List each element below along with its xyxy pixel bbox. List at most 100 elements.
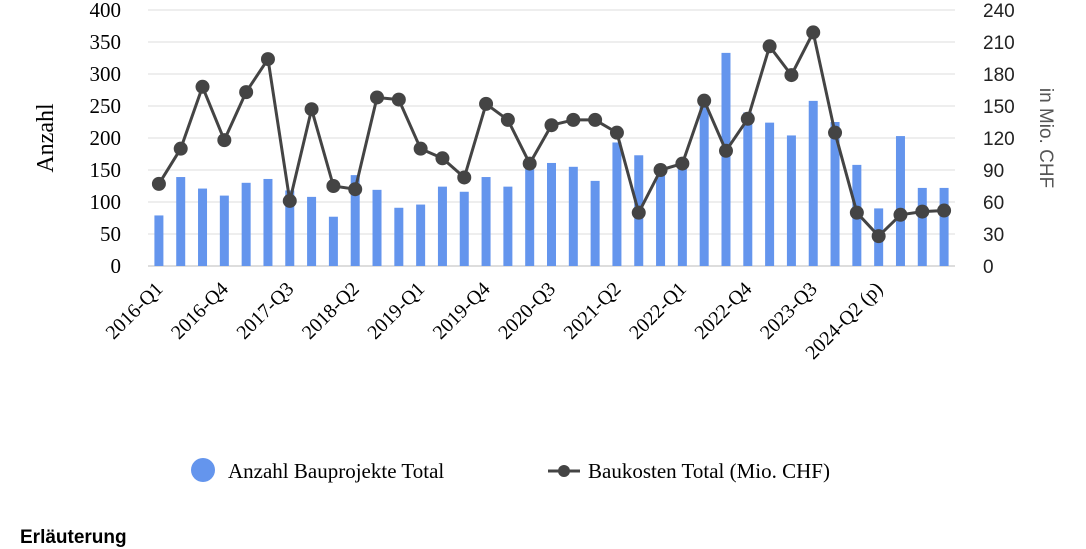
line-point <box>457 170 472 185</box>
line-point <box>631 205 646 220</box>
bar <box>590 180 600 266</box>
bar <box>830 122 840 266</box>
line-point <box>937 203 952 218</box>
line-point <box>675 156 690 171</box>
line-point <box>282 193 297 208</box>
line-point <box>217 133 232 148</box>
legend: Anzahl Bauprojekte Total Baukosten Total… <box>191 458 830 483</box>
bar <box>525 161 535 266</box>
legend-label-bars: Anzahl Bauprojekte Total <box>228 459 444 483</box>
bar <box>372 189 382 266</box>
line-point <box>718 143 733 158</box>
line-point <box>370 90 385 105</box>
y-tick-left: 250 <box>90 94 122 118</box>
legend-label-line: Baukosten Total (Mio. CHF) <box>588 459 830 483</box>
y-tick-right: 60 <box>983 193 1004 214</box>
line-point <box>479 96 494 111</box>
line-point <box>435 151 450 166</box>
line-point <box>871 229 886 244</box>
bar <box>503 186 513 266</box>
line-point <box>828 125 843 140</box>
line-point <box>653 163 668 177</box>
line-point <box>849 205 864 220</box>
bar <box>568 166 578 266</box>
bar <box>437 186 447 266</box>
line-point <box>697 93 712 108</box>
line-point <box>151 176 166 191</box>
line-point <box>239 85 254 100</box>
section-heading: Erläuterung <box>20 527 127 548</box>
x-tick-label: 2017-Q3 <box>232 278 298 344</box>
bar <box>154 215 164 266</box>
y-tick-left: 0 <box>111 254 122 278</box>
x-tick-label: 2019-Q1 <box>363 278 429 344</box>
bar <box>612 142 622 266</box>
left-axis-ticks: 0 50 100 150 200 250 300 350 400 <box>90 0 122 278</box>
bar <box>219 195 229 266</box>
line-point <box>260 52 275 67</box>
line-series <box>151 25 952 244</box>
bar <box>416 204 426 266</box>
y-tick-right: 210 <box>983 33 1015 54</box>
legend-marker-line-dot <box>558 465 570 477</box>
bar <box>481 177 491 266</box>
y-tick-left: 300 <box>90 62 122 86</box>
line-point <box>413 141 428 156</box>
y-tick-left: 350 <box>90 30 122 54</box>
y-tick-left: 200 <box>90 126 122 150</box>
line-point <box>522 156 537 171</box>
line-point <box>588 112 603 127</box>
bar <box>263 178 273 266</box>
right-axis-ticks: 0 30 60 90 120 150 180 210 240 <box>983 1 1015 278</box>
bar <box>394 207 404 266</box>
x-tick-label: 2022-Q1 <box>625 278 691 344</box>
x-tick-label: 2016-Q1 <box>102 278 168 344</box>
line-point <box>609 125 624 140</box>
y-tick-right: 0 <box>983 257 994 278</box>
bar <box>786 135 796 266</box>
line-point <box>391 92 406 107</box>
bar <box>765 122 775 266</box>
x-tick-label: 2022-Q4 <box>690 278 756 344</box>
bar <box>721 52 731 266</box>
y-tick-right: 150 <box>983 97 1015 118</box>
x-tick-label: 2023-Q3 <box>756 278 822 344</box>
line-point <box>566 112 581 127</box>
line-point <box>762 39 777 54</box>
y-tick-left: 50 <box>100 222 121 246</box>
x-tick-label: 2018-Q2 <box>298 278 364 344</box>
x-tick-label: 2020-Q3 <box>494 278 560 344</box>
line-point <box>544 118 559 133</box>
bar <box>656 168 666 266</box>
bar <box>176 177 186 266</box>
x-tick-label: 2016-Q4 <box>167 278 233 344</box>
line-point <box>348 182 363 197</box>
bar <box>241 182 251 266</box>
bar <box>939 187 949 266</box>
bar <box>808 100 818 266</box>
line-point <box>784 68 799 83</box>
bar <box>547 162 556 266</box>
y-axis-label-left: Anzahl <box>33 103 59 173</box>
y-tick-right: 180 <box>983 65 1015 86</box>
y-tick-left: 400 <box>90 0 122 22</box>
y-tick-left: 100 <box>90 190 122 214</box>
line-point <box>326 179 341 193</box>
bar <box>743 112 753 267</box>
y-tick-right: 30 <box>983 225 1004 246</box>
x-tick-label: 2021-Q2 <box>560 278 626 344</box>
bar <box>677 168 687 266</box>
x-axis-ticks: 2016-Q1 2016-Q4 2017-Q3 2018-Q2 2019-Q1 2019-… <box>102 278 888 364</box>
line-point <box>915 204 930 219</box>
bar <box>459 191 469 266</box>
legend-marker-bars <box>191 458 215 482</box>
y-tick-right: 240 <box>983 1 1015 22</box>
bar <box>328 216 338 266</box>
line-point <box>500 112 515 127</box>
bar <box>285 190 295 266</box>
y-tick-left: 150 <box>90 158 122 182</box>
line-point <box>893 207 908 222</box>
line-point <box>173 141 188 156</box>
bar <box>198 188 208 266</box>
